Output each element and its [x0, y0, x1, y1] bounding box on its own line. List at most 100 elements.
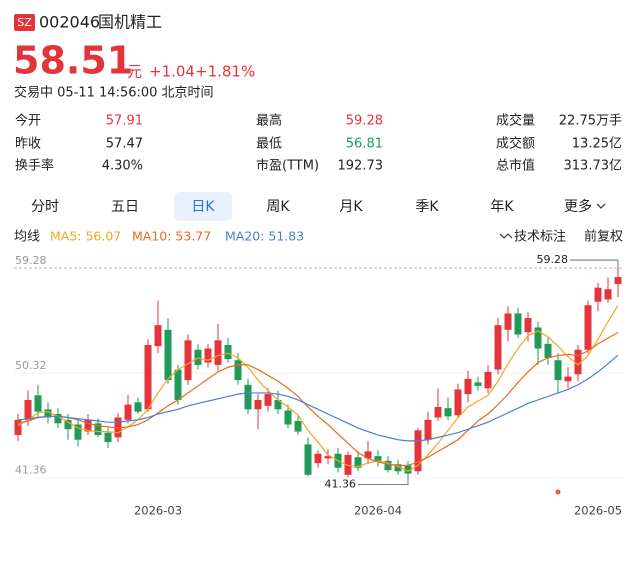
stat-value: 57.47: [106, 137, 143, 152]
indicator-dot: [555, 489, 561, 495]
price-unit: 元: [127, 63, 142, 81]
y-tick-label: 59.28: [15, 254, 47, 267]
stat-label: 市盈(TTM): [256, 158, 319, 174]
candle-body: [244, 384, 252, 410]
candle-body: [74, 424, 82, 440]
candle-body: [14, 419, 22, 436]
tab-selected-bg: [174, 192, 232, 221]
tab[interactable]: 日K: [191, 199, 215, 215]
stat-value: 56.81: [346, 137, 383, 152]
candle-body: [274, 399, 282, 410]
x-tick-label: 2026-05: [574, 504, 622, 518]
stat-value: 192.73: [338, 159, 384, 174]
candle-body: [464, 378, 472, 395]
candle-body: [354, 457, 362, 468]
tab[interactable]: 更多: [564, 198, 592, 215]
candle-body: [44, 409, 52, 418]
tab[interactable]: 年K: [490, 199, 514, 215]
tab[interactable]: 五日: [111, 199, 139, 215]
candle-body: [374, 456, 382, 462]
candle-body: [284, 410, 292, 425]
candle-body: [364, 451, 372, 459]
candle-body: [184, 340, 192, 381]
tab[interactable]: 月K: [339, 199, 363, 215]
candle-body: [234, 360, 242, 381]
stock-code: 002046: [39, 13, 100, 32]
tool[interactable]: 技术标注: [514, 230, 566, 245]
candle-body: [154, 325, 162, 347]
stat-value: 59.28: [346, 114, 383, 129]
candle-body: [504, 313, 512, 330]
candle-body: [204, 348, 212, 363]
stat-value: 313.73亿: [564, 159, 623, 174]
candle-body: [164, 329, 172, 381]
ma-line: [17, 354, 619, 442]
candle-body: [474, 382, 482, 386]
low-marker: 41.36: [325, 478, 357, 491]
y-tick-label: 41.36: [15, 464, 47, 477]
legend-title: 均线: [14, 230, 40, 245]
candle-body: [564, 376, 572, 382]
stat-label: 换手率: [15, 158, 54, 174]
x-tick-label: 2026-03: [134, 504, 182, 518]
candle-body: [94, 423, 102, 436]
candle-body: [554, 360, 562, 381]
candle-body: [304, 444, 312, 475]
tab[interactable]: 周K: [266, 199, 290, 215]
candle-body: [434, 406, 442, 418]
stat-value: 13.25亿: [572, 137, 622, 152]
candle-body: [124, 404, 132, 420]
stat-label: 今开: [15, 113, 41, 129]
candle-body: [54, 414, 62, 424]
stat-label: 总市值: [496, 158, 535, 174]
candle-body: [524, 318, 532, 333]
candle-body: [414, 430, 422, 472]
stat-label: 最低: [256, 137, 282, 152]
stat-label: 成交量: [496, 113, 535, 129]
high-marker: 59.28: [537, 253, 569, 266]
candle-body: [544, 343, 552, 358]
candle-body: [484, 371, 492, 389]
high-marker-line: [570, 259, 619, 269]
status: 交易中 05-11 14:56:00 北京时间: [14, 85, 214, 101]
candle-body: [394, 464, 402, 472]
candle-body: [404, 465, 412, 474]
candle-body: [494, 325, 502, 370]
candle-body: [514, 313, 522, 335]
candle-body: [454, 389, 462, 416]
annotate-icon: [499, 233, 513, 239]
stat-label: 昨收: [15, 137, 41, 152]
candle-body: [254, 399, 262, 410]
candle-body: [264, 394, 272, 406]
market-badge: [14, 14, 35, 31]
candle-body: [24, 399, 32, 420]
candle-body: [324, 456, 332, 459]
candle-body: [384, 460, 392, 471]
tab[interactable]: 季K: [415, 199, 439, 215]
legend-entry: MA5: 56.07: [50, 229, 121, 244]
candle-body: [314, 453, 322, 464]
tool[interactable]: 前复权: [584, 229, 623, 245]
legend-entry: MA10: 53.77: [132, 229, 211, 244]
stat-label: 最高: [256, 113, 282, 129]
candle-body: [174, 369, 182, 400]
stat-label: 成交额: [496, 136, 535, 152]
tab[interactable]: 分时: [31, 199, 59, 215]
candle-body: [594, 287, 602, 302]
candle-body: [214, 340, 222, 365]
low-marker-line: [358, 477, 409, 486]
stock-name: 国机精工: [98, 13, 162, 32]
x-tick-label: 2026-04: [354, 504, 402, 518]
candle-body: [34, 395, 42, 412]
badge-text: SZ: [17, 16, 32, 29]
candle-body: [224, 345, 232, 360]
stat-value: 22.75万手: [559, 114, 622, 129]
stat-value: 57.91: [106, 114, 143, 129]
candle-body: [584, 305, 592, 350]
stat-value: 4.30%: [102, 159, 143, 174]
ma-line: [17, 331, 619, 467]
candle-body: [574, 349, 582, 375]
candle-body: [424, 419, 432, 440]
candle-body: [604, 289, 612, 300]
